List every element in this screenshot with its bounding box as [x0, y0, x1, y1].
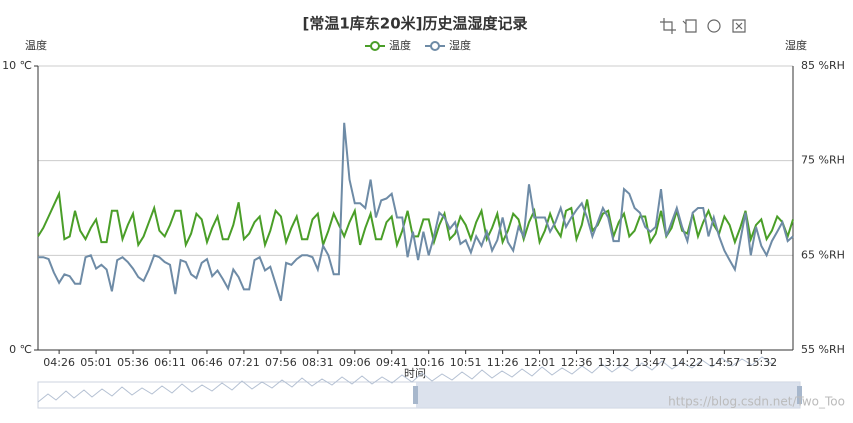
legend-label: 温度 [389, 38, 411, 52]
x-tick-label: 15:32 [745, 356, 777, 369]
x-tick-label: 05:01 [80, 356, 112, 369]
x-tick-label: 09:06 [339, 356, 371, 369]
x-tick-label: 14:22 [672, 356, 704, 369]
x-tick-label: 07:56 [265, 356, 297, 369]
chart-title: [常温1库东20米]历史温湿度记录 [302, 15, 527, 33]
watermark: https://blog.csdn.net/Two_Too [668, 395, 845, 409]
x-tick-label: 12:01 [524, 356, 556, 369]
x-tick-label: 13:47 [635, 356, 667, 369]
x-tick-label: 10:51 [450, 356, 482, 369]
y2-tick-label: 85 %RH [801, 59, 845, 72]
toolbox[interactable] [660, 18, 746, 34]
x-tick-label: 06:11 [154, 356, 186, 369]
x-tick-label: 08:31 [302, 356, 334, 369]
y-tick-label: 0 ℃ [9, 343, 32, 356]
x-tick-label: 10:16 [413, 356, 445, 369]
zoom-preview [37, 356, 774, 403]
x-tick-label: 14:57 [709, 356, 741, 369]
legend-label: 湿度 [449, 38, 471, 52]
zoom-reset-icon[interactable] [682, 19, 697, 33]
zoom-handle[interactable] [413, 386, 418, 404]
data-zoom[interactable] [37, 356, 802, 409]
x-tick-label: 12:36 [561, 356, 593, 369]
x-tick-label: 09:41 [376, 356, 408, 369]
y2-tick-label: 75 %RH [801, 154, 845, 167]
legend-icon [370, 41, 380, 51]
y2-axis-name: 湿度 [785, 38, 807, 52]
y2-tick-label: 55 %RH [801, 343, 845, 356]
x-tick-label: 11:26 [487, 356, 519, 369]
zoom-icon[interactable] [660, 18, 676, 34]
y-tick-label: 10 ℃ [2, 59, 32, 72]
x-tick-label: 07:21 [228, 356, 260, 369]
x-axis-name: 时间 [404, 367, 426, 380]
x-tick-label: 05:36 [117, 356, 149, 369]
x-tick-label: 04:26 [43, 356, 75, 369]
series-line [38, 122, 794, 302]
save-icon[interactable] [732, 19, 746, 33]
y-axis-name: 温度 [25, 38, 47, 52]
x-tick-label: 06:46 [191, 356, 223, 369]
y2-tick-label: 65 %RH [801, 248, 845, 261]
restore-icon[interactable] [707, 19, 721, 33]
x-tick-label: 13:12 [598, 356, 630, 369]
legend-icon [430, 41, 440, 51]
zoom-window[interactable] [416, 382, 800, 408]
zoom-handle[interactable] [797, 386, 802, 404]
